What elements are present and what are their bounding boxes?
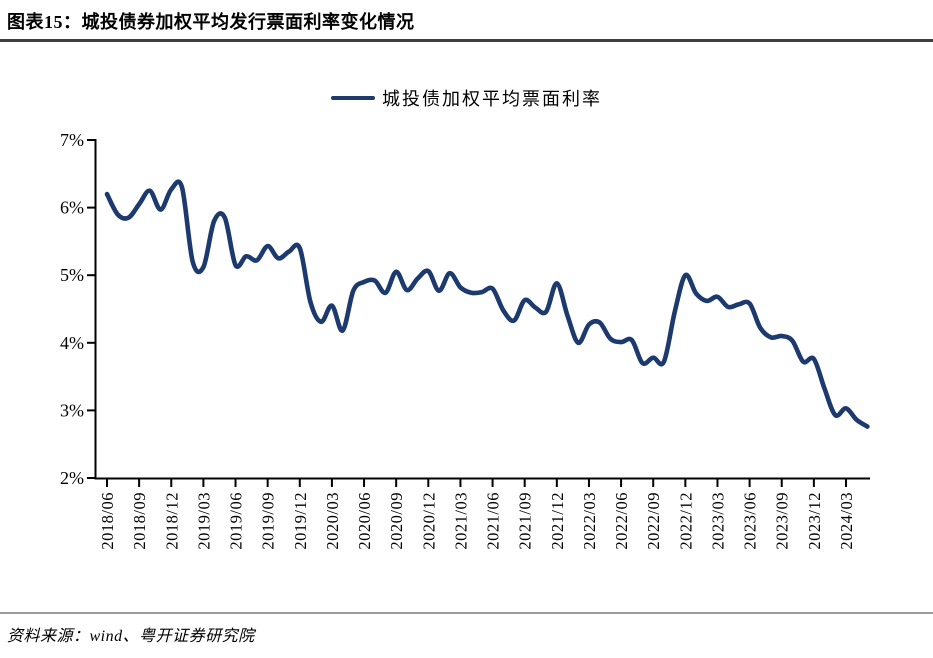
y-tick-label: 3% (60, 400, 84, 420)
x-axis-ticks: 2018/06 2018/09 2018/12 2019/03 2019/06 2019/… (98, 478, 856, 550)
footer-rule (0, 612, 933, 614)
y-tick-label: 2% (60, 468, 84, 488)
x-tick-label: 2018/09 (130, 492, 149, 550)
y-tick-label: 7% (60, 130, 84, 150)
series-line (104, 179, 870, 429)
figure-title: 图表15：城投债券加权平均发行票面利率变化情况 (7, 12, 415, 32)
y-tick-label: 6% (60, 198, 84, 218)
line-chart: 7% 6% 5% 4% 3% 2% 2018/06 2018/09 2018/12 2019/0… (60, 130, 870, 550)
x-tick-label: 2022/06 (612, 492, 631, 550)
x-tick-label: 2020/06 (355, 492, 374, 550)
x-tick-label: 2021/09 (516, 492, 535, 550)
y-axis-ticks: 7% 6% 5% 4% 3% 2% (60, 130, 96, 488)
x-tick-label: 2018/12 (162, 492, 181, 550)
x-tick-label: 2018/06 (98, 492, 117, 550)
x-tick-label: 2019/09 (259, 492, 278, 550)
y-tick-label: 4% (60, 333, 84, 353)
y-tick-label: 5% (60, 265, 84, 285)
x-tick-label: 2021/03 (451, 492, 470, 550)
source-note: 资料来源：wind、粤开证券研究院 (7, 628, 255, 645)
x-tick-label: 2023/12 (805, 492, 824, 550)
x-tick-label: 2020/03 (323, 492, 342, 550)
x-tick-label: 2019/12 (291, 492, 310, 550)
legend-label: 城投债加权平均票面利率 (382, 89, 602, 109)
x-tick-label: 2024/03 (837, 492, 856, 550)
x-tick-label: 2020/12 (419, 492, 438, 550)
x-tick-label: 2021/06 (484, 492, 503, 550)
legend-line-swatch (331, 96, 375, 100)
chart-legend: 城投债加权平均票面利率 (0, 85, 933, 111)
x-tick-label: 2023/09 (773, 492, 792, 550)
x-tick-label: 2023/06 (741, 492, 760, 550)
x-tick-label: 2019/03 (194, 492, 213, 550)
x-tick-label: 2022/12 (676, 492, 695, 550)
x-tick-label: 2020/09 (387, 492, 406, 550)
header-rule (0, 39, 933, 42)
x-tick-label: 2023/03 (708, 492, 727, 550)
x-tick-label: 2022/09 (644, 492, 663, 550)
x-tick-label: 2022/03 (580, 492, 599, 550)
x-tick-label: 2021/12 (548, 492, 567, 550)
x-tick-label: 2019/06 (227, 492, 246, 550)
